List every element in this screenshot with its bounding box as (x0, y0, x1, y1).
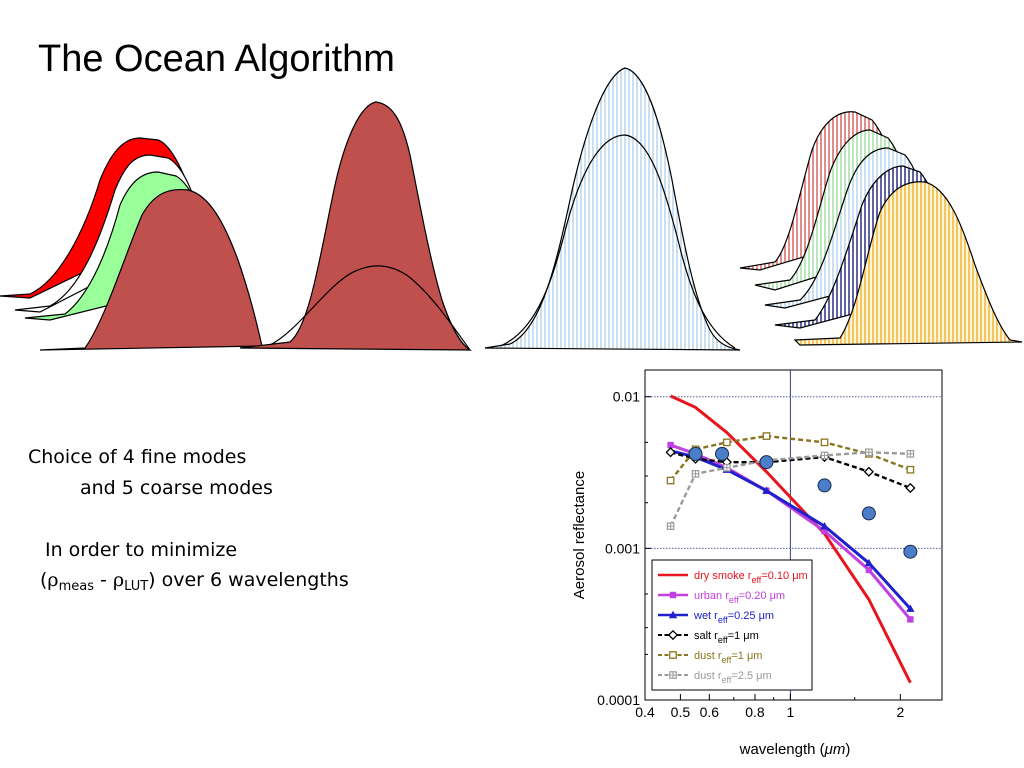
measured-point-1 (715, 446, 730, 461)
rho-meas-subscript: meas (58, 579, 94, 594)
measured-point-2 (759, 455, 774, 470)
series-5-point-2 (723, 463, 731, 472)
axis-ticks: 0.4 0.5 0.6 0.8 1 2 0.01 0.001 0.0001 (597, 389, 904, 720)
coarse-mode-tall (484, 67, 741, 351)
slide-title: The Ocean Algorithm (38, 38, 395, 80)
rho-lut-subscript: LUT (124, 579, 149, 594)
fine-mode-group-2 (239, 101, 473, 351)
coarse-mode-group-1 (484, 67, 741, 351)
legend-label-4: dust reff=1 μm (694, 650, 762, 665)
series-1-point-5 (865, 566, 873, 574)
fine-mode-group-1 (0, 137, 263, 351)
series-4-point-3 (762, 432, 771, 440)
legend-label-3: salt reff=1 μm (694, 630, 759, 645)
coarse-mode-orange (793, 181, 1023, 346)
fine-modes-text: Choice of 4 fine modes (28, 446, 247, 468)
legend-label-5: dust reff=2.5 μm (694, 670, 772, 685)
series-line-0 (669, 394, 912, 684)
x-tick-label-2: 0.6 (700, 704, 720, 720)
series-5-point-6 (906, 450, 915, 458)
minus-sign: - (94, 569, 113, 591)
legend-label-0: dry smoke reff=0.10 μm (694, 570, 808, 585)
series-5-point-0 (666, 522, 675, 530)
legend-box (651, 559, 813, 691)
wavelengths-tail: ) over 6 wavelengths (148, 569, 349, 591)
series-3-point-0 (665, 447, 676, 458)
open-paren: ( (40, 569, 48, 591)
series-3-point-6 (905, 482, 916, 494)
series-1-point-0 (667, 441, 674, 449)
legend-marker-5 (669, 671, 677, 679)
fine-mode-tall-peak (239, 101, 473, 351)
series-1-point-4 (821, 527, 828, 535)
legend-marker-1 (669, 591, 677, 599)
series-2-point-5 (864, 558, 874, 567)
series-5-point-5 (865, 448, 873, 457)
x-tick-label-0: 0.4 (635, 704, 655, 720)
series-1-point-6 (907, 616, 914, 623)
legend-marker-4 (669, 651, 677, 659)
coarse-mode-low (499, 134, 736, 349)
legend: dry smoke reff=0.10 μm urban reff=0.20 μm… (651, 559, 813, 691)
legend-label-1: urban reff=0.20 μm (694, 590, 785, 605)
x-axis-label-close: ) (845, 741, 850, 758)
coarse-mode-group-2 (739, 111, 1023, 346)
measured-point-0 (688, 446, 703, 461)
size-distribution-illustrations (0, 67, 1023, 351)
x-tick-label-1: 0.5 (671, 704, 691, 720)
minimize-text: In order to minimize (45, 539, 238, 561)
y-tick-label-0: 0.01 (613, 389, 640, 405)
measured-points (688, 446, 918, 559)
minimize-expression: (ρmeas - ρLUT) over 6 wavelengths (40, 569, 349, 594)
legend-label-2: wet reff=0.25 μm (693, 610, 774, 625)
series-4-point-6 (906, 465, 915, 474)
measured-point-3 (817, 478, 832, 493)
y-axis-label: Aerosol reflectance (571, 471, 588, 599)
series-2-point-4 (820, 521, 829, 530)
series-3-point-5 (863, 466, 875, 477)
legend-marker-2 (668, 610, 678, 619)
y-tick-label-2: 0.0001 (597, 692, 640, 708)
coarse-modes-text: and 5 coarse modes (80, 477, 273, 499)
fine-mode-brown (39, 188, 263, 351)
measured-point-5 (903, 544, 918, 559)
legend-marker-3 (667, 629, 679, 641)
aerosol-reflectance-chart: 0.4 0.5 0.6 0.8 1 2 0.01 0.001 0.0001 dry smoke … (571, 369, 943, 758)
series-4-point-4 (820, 438, 829, 447)
series-2-point-6 (906, 604, 915, 612)
series-2-point-3 (762, 486, 771, 494)
x-tick-label-3: 0.8 (745, 704, 765, 720)
series-5-point-4 (820, 451, 829, 460)
rho-meas-symbol: ρ (47, 569, 59, 591)
x-tick-label-5: 2 (896, 704, 904, 720)
rho-lut-symbol: ρ (112, 569, 125, 591)
series-4-point-2 (722, 438, 731, 447)
y-tick-label-1: 0.001 (605, 540, 640, 556)
series-5-point-1 (691, 470, 700, 478)
series-4-point-0 (666, 476, 675, 485)
x-tick-label-4: 1 (786, 704, 794, 720)
x-axis-label-unit: μm (824, 741, 846, 758)
x-axis-label: wavelength (μm) (739, 741, 851, 758)
measured-point-4 (861, 506, 876, 521)
fine-mode-low-peak (269, 265, 471, 351)
x-axis-label-text: wavelength ( (739, 741, 825, 758)
